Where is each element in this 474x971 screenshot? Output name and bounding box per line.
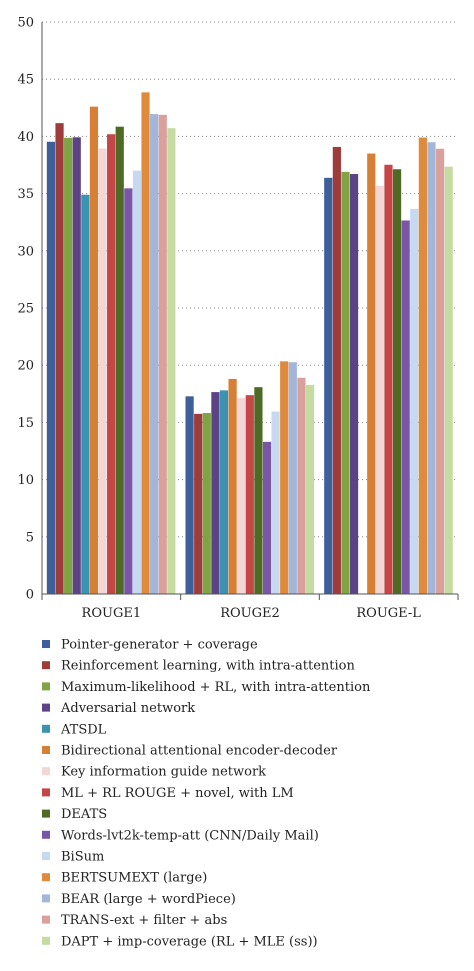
bar: [401, 220, 410, 594]
bar-layer: [46, 92, 453, 595]
bar: [228, 378, 237, 594]
bar: [341, 171, 350, 594]
legend-label: BEAR (large + wordPiece): [61, 892, 236, 907]
bar: [392, 169, 402, 595]
bar: [297, 377, 306, 594]
bar: [280, 361, 289, 594]
legend: Pointer-generator + coverage Reinforcemen…: [42, 638, 371, 949]
y-tick-label: 20: [17, 359, 34, 374]
legend-label: TRANS-ext + filter + abs: [61, 913, 227, 928]
y-tick-label: 40: [17, 130, 34, 145]
legend-swatch: [42, 788, 50, 797]
legend-swatch: [42, 873, 50, 882]
bar: [115, 126, 124, 595]
y-tick-label: 50: [17, 16, 34, 31]
y-tick-label: 45: [17, 73, 34, 88]
bar: [72, 137, 81, 595]
bar: [324, 177, 333, 594]
bar: [202, 413, 211, 594]
y-tick-label: 15: [17, 416, 34, 431]
bar: [271, 411, 280, 594]
legend-label: ATSDL: [60, 722, 107, 737]
legend-swatch: [42, 915, 50, 924]
legend-swatch: [42, 809, 50, 818]
bar: [237, 398, 246, 594]
bar: [410, 208, 419, 594]
legend-swatch: [42, 894, 50, 903]
bar: [254, 387, 263, 594]
bar: [158, 114, 167, 595]
bar: [375, 185, 384, 594]
bar: [141, 92, 150, 594]
legend-label: Reinforcement learning, with intra-atten…: [61, 659, 355, 674]
bar: [185, 396, 194, 594]
legend-swatch: [42, 661, 50, 670]
legend-swatch: [42, 703, 50, 712]
bar: [132, 170, 142, 595]
bar: [435, 148, 445, 595]
bar: [81, 194, 90, 594]
legend-label: Adversarial network: [60, 701, 195, 716]
bar: [332, 146, 341, 594]
bar: [107, 134, 116, 595]
legend-swatch: [42, 682, 50, 691]
bar: [150, 114, 159, 594]
bar: [167, 128, 176, 594]
bar: [262, 441, 272, 594]
y-tick-label: 35: [17, 187, 34, 202]
bar: [427, 142, 436, 594]
bar: [89, 106, 99, 594]
bar: [46, 141, 56, 594]
legend-swatch: [42, 830, 50, 839]
legend-label: BERTSUMEXT (large): [61, 871, 207, 886]
legend-label: Maximum-likelihood + RL, with intra-atte…: [61, 680, 371, 695]
bar: [444, 166, 453, 594]
bar: [367, 153, 376, 594]
bar: [219, 390, 229, 594]
y-tick-label: 5: [26, 530, 34, 545]
legend-label: DEATS: [61, 807, 107, 822]
legend-swatch: [42, 852, 50, 860]
y-tick-label: 0: [26, 588, 34, 603]
legend-swatch: [42, 746, 50, 754]
bar: [288, 362, 297, 594]
y-tick-label: 10: [17, 473, 34, 488]
legend-label: Pointer-generator + coverage: [61, 638, 258, 653]
legend-label: Bidirectional attentional encoder-decode…: [61, 744, 338, 759]
bar: [124, 188, 133, 595]
x-category-label: ROUGE1: [82, 606, 142, 621]
legend-label: Key information guide network: [61, 765, 266, 780]
bar: [98, 148, 107, 595]
legend-swatch: [42, 936, 50, 945]
y-tick-label: 30: [17, 244, 34, 259]
legend-label: BiSum: [61, 850, 104, 865]
bar: [55, 123, 64, 594]
legend-swatch: [42, 724, 50, 733]
bar: [245, 395, 254, 594]
legend-label: Words-lvt2k-temp-att (CNN/Daily Mail): [61, 828, 319, 843]
legend-swatch: [42, 640, 50, 648]
x-category-label: ROUGE2: [220, 606, 280, 621]
legend-label: DAPT + imp-coverage (RL + MLE (ss)): [61, 934, 318, 949]
bar: [418, 137, 427, 594]
legend-swatch: [42, 767, 50, 776]
y-tick-label: 25: [17, 302, 34, 317]
bar: [64, 137, 73, 594]
bar: [349, 174, 359, 594]
axis-layer: 0 5 10 15 20 25 30 35 40 45 50 ROUGE1 ROUGE2 ROUGE-L: [17, 16, 459, 621]
x-category-label: ROUGE-L: [356, 606, 421, 621]
bar: [305, 384, 315, 594]
bar: [194, 413, 203, 594]
legend-label: ML + RL ROUGE + novel, with LM: [61, 786, 294, 801]
bar: [211, 392, 220, 594]
bar: [384, 164, 393, 595]
